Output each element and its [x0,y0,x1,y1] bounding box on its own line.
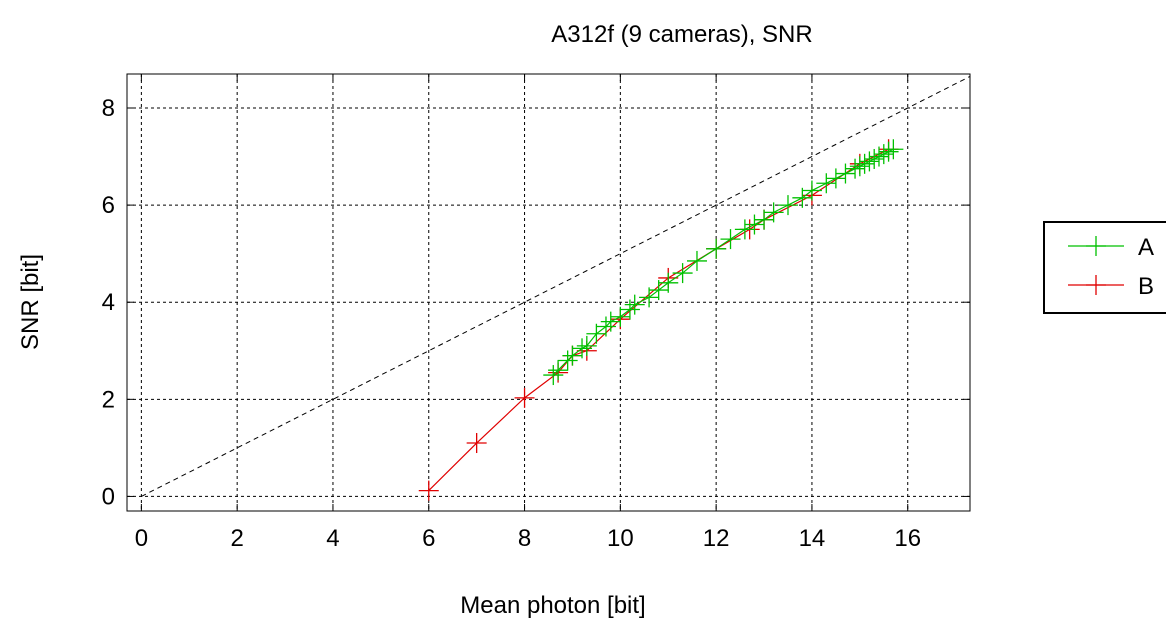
legend-item-B: B [1068,273,1154,300]
data-point-A [744,214,765,235]
data-point-A [878,141,899,162]
legend-items: AB [1068,234,1154,300]
series-A [543,139,904,386]
y-axis-ticks: 0 2 4 6 8 [102,95,970,510]
data-point-A [854,153,875,174]
legend-label: A [1138,234,1154,261]
data-point-A [873,144,894,165]
data-point-A [825,168,846,189]
data-point-A [619,299,640,320]
y-tick-label: 4 [102,289,115,316]
x-tick-label: 14 [799,525,826,552]
data-point-A [763,202,784,223]
series-line-A [552,148,894,376]
x-tick-label: 6 [422,525,435,552]
data-point-A [672,263,693,284]
data-point-A [845,158,866,179]
legend-box [1043,221,1166,314]
series-layer [418,139,904,501]
data-point-A [557,350,578,371]
grid [127,74,970,511]
x-tick-label: 0 [135,525,148,552]
data-point-A [548,360,569,381]
data-point-A [720,229,741,250]
data-point-A [572,338,593,359]
data-point-A [777,195,798,216]
data-point-A [543,365,564,386]
data-point-A [706,238,727,259]
x-tick-label: 4 [326,525,339,552]
legend: AB [1043,221,1166,314]
data-point-A [600,311,621,332]
y-tick-label: 0 [102,483,115,510]
data-point-B [466,433,487,454]
data-point-A [595,316,616,337]
x-tick-label: 10 [607,525,634,552]
data-point-A [849,156,870,177]
y-tick-label: 2 [102,386,115,413]
x-tick-label: 12 [703,525,730,552]
data-point-A [576,335,597,356]
data-point-A [734,219,755,240]
data-point-B [418,480,439,501]
series-line-B [428,148,889,492]
data-point-B [514,387,535,408]
reference-line [141,75,971,497]
series-B [418,139,899,501]
data-point-A [859,151,880,172]
x-axis-label: Mean photon [bit] [460,592,645,619]
legend-item-A: A [1068,234,1154,261]
data-point-A [864,148,885,169]
data-point-A [868,146,889,167]
y-axis-label: SNR [bit] [17,254,44,350]
data-point-A [801,180,822,201]
data-point-A [835,163,856,184]
x-tick-label: 8 [518,525,531,552]
data-point-A [658,272,679,293]
x-tick-label: 2 [230,525,243,552]
data-point-A [686,250,707,271]
data-point-A [816,173,837,194]
data-point-A [883,139,904,160]
y-tick-label: 8 [102,95,115,122]
legend-label: B [1138,273,1154,300]
plot-frame [126,73,971,512]
chart-title: A312f (9 cameras), SNR [551,21,812,48]
data-point-A [624,294,645,315]
x-axis-ticks: 0 2 4 6 8 10 12 14 16 [135,74,921,552]
x-tick-label: 16 [894,525,921,552]
y-tick-label: 6 [102,192,115,219]
